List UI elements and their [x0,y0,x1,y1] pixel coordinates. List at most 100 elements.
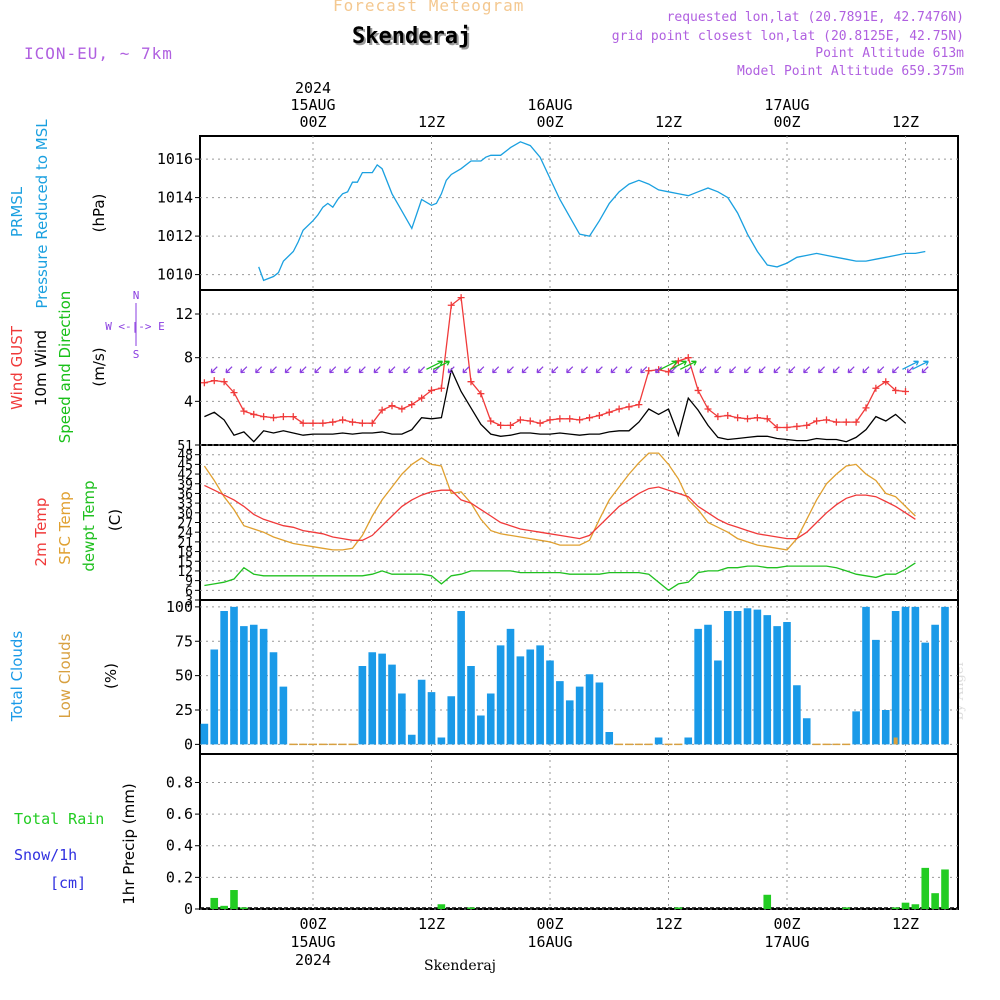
temperature-ytick-label: 27 [177,517,193,532]
wind-direction-arrow [892,366,900,374]
gust-marker [694,386,702,394]
gust-marker [595,412,603,420]
wind-direction-arrow [329,366,337,374]
wind-direction-arrow [817,366,825,374]
total-cloud-bar [407,734,416,745]
model-label: ICON-EU, ~ 7km [24,44,173,63]
total-cloud-bar [921,642,930,745]
clouds-label-total: Total Clouds [8,631,26,723]
total-cloud-bar [556,681,564,745]
wind-direction-arrow [521,366,529,374]
gust-marker [507,421,514,429]
gust-marker [408,401,416,409]
pressure-label-msl: Pressure Reduced to MSL [33,119,51,309]
temperature-ytick-label: 21 [177,536,193,551]
gust-marker [684,354,692,362]
wind-label-10m: 10m Wind [32,330,50,406]
wind-direction-arrow [255,366,263,374]
gust-marker [744,415,751,423]
total-cloud-bar [269,652,278,745]
wind-direction-arrow [788,366,796,374]
wind-ytick-label: 8 [184,349,193,367]
wind-direction-arrow [210,366,218,374]
total-cloud-bar [723,611,732,745]
clouds-unit: (%) [102,663,120,689]
total-cloud-bar [437,737,446,745]
top-time-label: 12Z [655,113,682,131]
total-cloud-bar [378,653,386,745]
wind-unit: (m/s) [90,347,108,386]
total-cloud-bar [763,615,772,745]
total-cloud-bar [457,611,465,745]
gust-marker [872,384,880,392]
total-cloud-bar [575,686,584,745]
wind-direction-arrow [358,366,366,374]
gust-marker [773,424,781,432]
bottom-date-label: 16AUG [527,933,572,951]
gust-marker [487,417,495,425]
temperature-ytick-label: 6 [185,584,193,599]
rain-bar [901,902,910,909]
total-cloud-bar [240,626,248,745]
wind-direction-arrow [877,366,885,374]
total-cloud-bar [477,715,485,745]
total-cloud-bar [714,660,722,745]
total-cloud-bar [230,606,238,745]
total-cloud-bar [881,710,890,745]
temp-label-2m: 2m Temp [32,498,50,567]
gust-marker [576,416,584,424]
wind-direction-arrow [610,366,618,374]
total-cloud-bar [388,664,396,745]
rain-bar [842,907,851,909]
gust-marker [586,414,593,422]
gust-marker [418,394,426,402]
gust-marker [270,414,277,422]
clouds-ytick-label: 0 [184,735,193,753]
wind-direction-arrow [625,366,633,374]
bottom-time-label: 00Z [536,915,563,933]
wind-ytick-label: 4 [184,392,193,410]
compass-west-east: W <-|-> E [105,320,165,333]
wind-direction-arrow [343,366,351,374]
rain-bar [911,904,920,909]
total-cloud-bar [654,737,663,745]
precip-label-snow: Snow/1h [14,846,77,864]
precip-ytick-label: 0.2 [166,868,193,886]
compass-north: N [133,289,140,302]
temperature-ytick-label: 30 [177,507,193,522]
wind-direction-arrow [743,366,751,374]
bottom-time-label: 12Z [655,915,682,933]
gust-marker [210,377,218,385]
total-cloud-bar [506,628,515,745]
wind-direction-arrow [477,366,485,374]
wind-direction-arrow [284,366,292,374]
temperature-ytick-label: 9 [185,575,193,590]
precip-label-cm: [cm] [50,874,86,892]
product-title: Forecast Meteogram [333,0,525,15]
wind-direction-arrow-strong [679,360,697,370]
gust-marker [299,419,307,427]
total-cloud-bar [595,682,604,745]
temp-label-sfc: SFC Temp [56,491,74,564]
rain-bar [931,893,939,909]
gust-marker [250,410,258,418]
rain-bar [674,907,683,909]
wind-direction-arrow [447,366,455,374]
bottom-time-label: 00Z [773,915,800,933]
gust-marker [349,418,356,426]
total-cloud-bar [546,660,554,745]
top-date-label: 17AUG [764,96,809,114]
gust-marker [230,389,238,397]
gust-marker [763,415,771,423]
total-cloud-bar [210,649,219,745]
wind-direction-arrow [699,366,707,374]
gust-marker [220,378,228,386]
gust-marker [724,412,732,420]
temperature-ytick-label: 3 [185,594,193,609]
gust-marker [852,418,860,426]
gust-marker [260,413,268,421]
gust-marker [428,386,435,394]
wind-direction-arrow [269,366,277,374]
clouds-ytick-label: 50 [175,667,193,685]
wind-direction-arrow [655,366,663,374]
